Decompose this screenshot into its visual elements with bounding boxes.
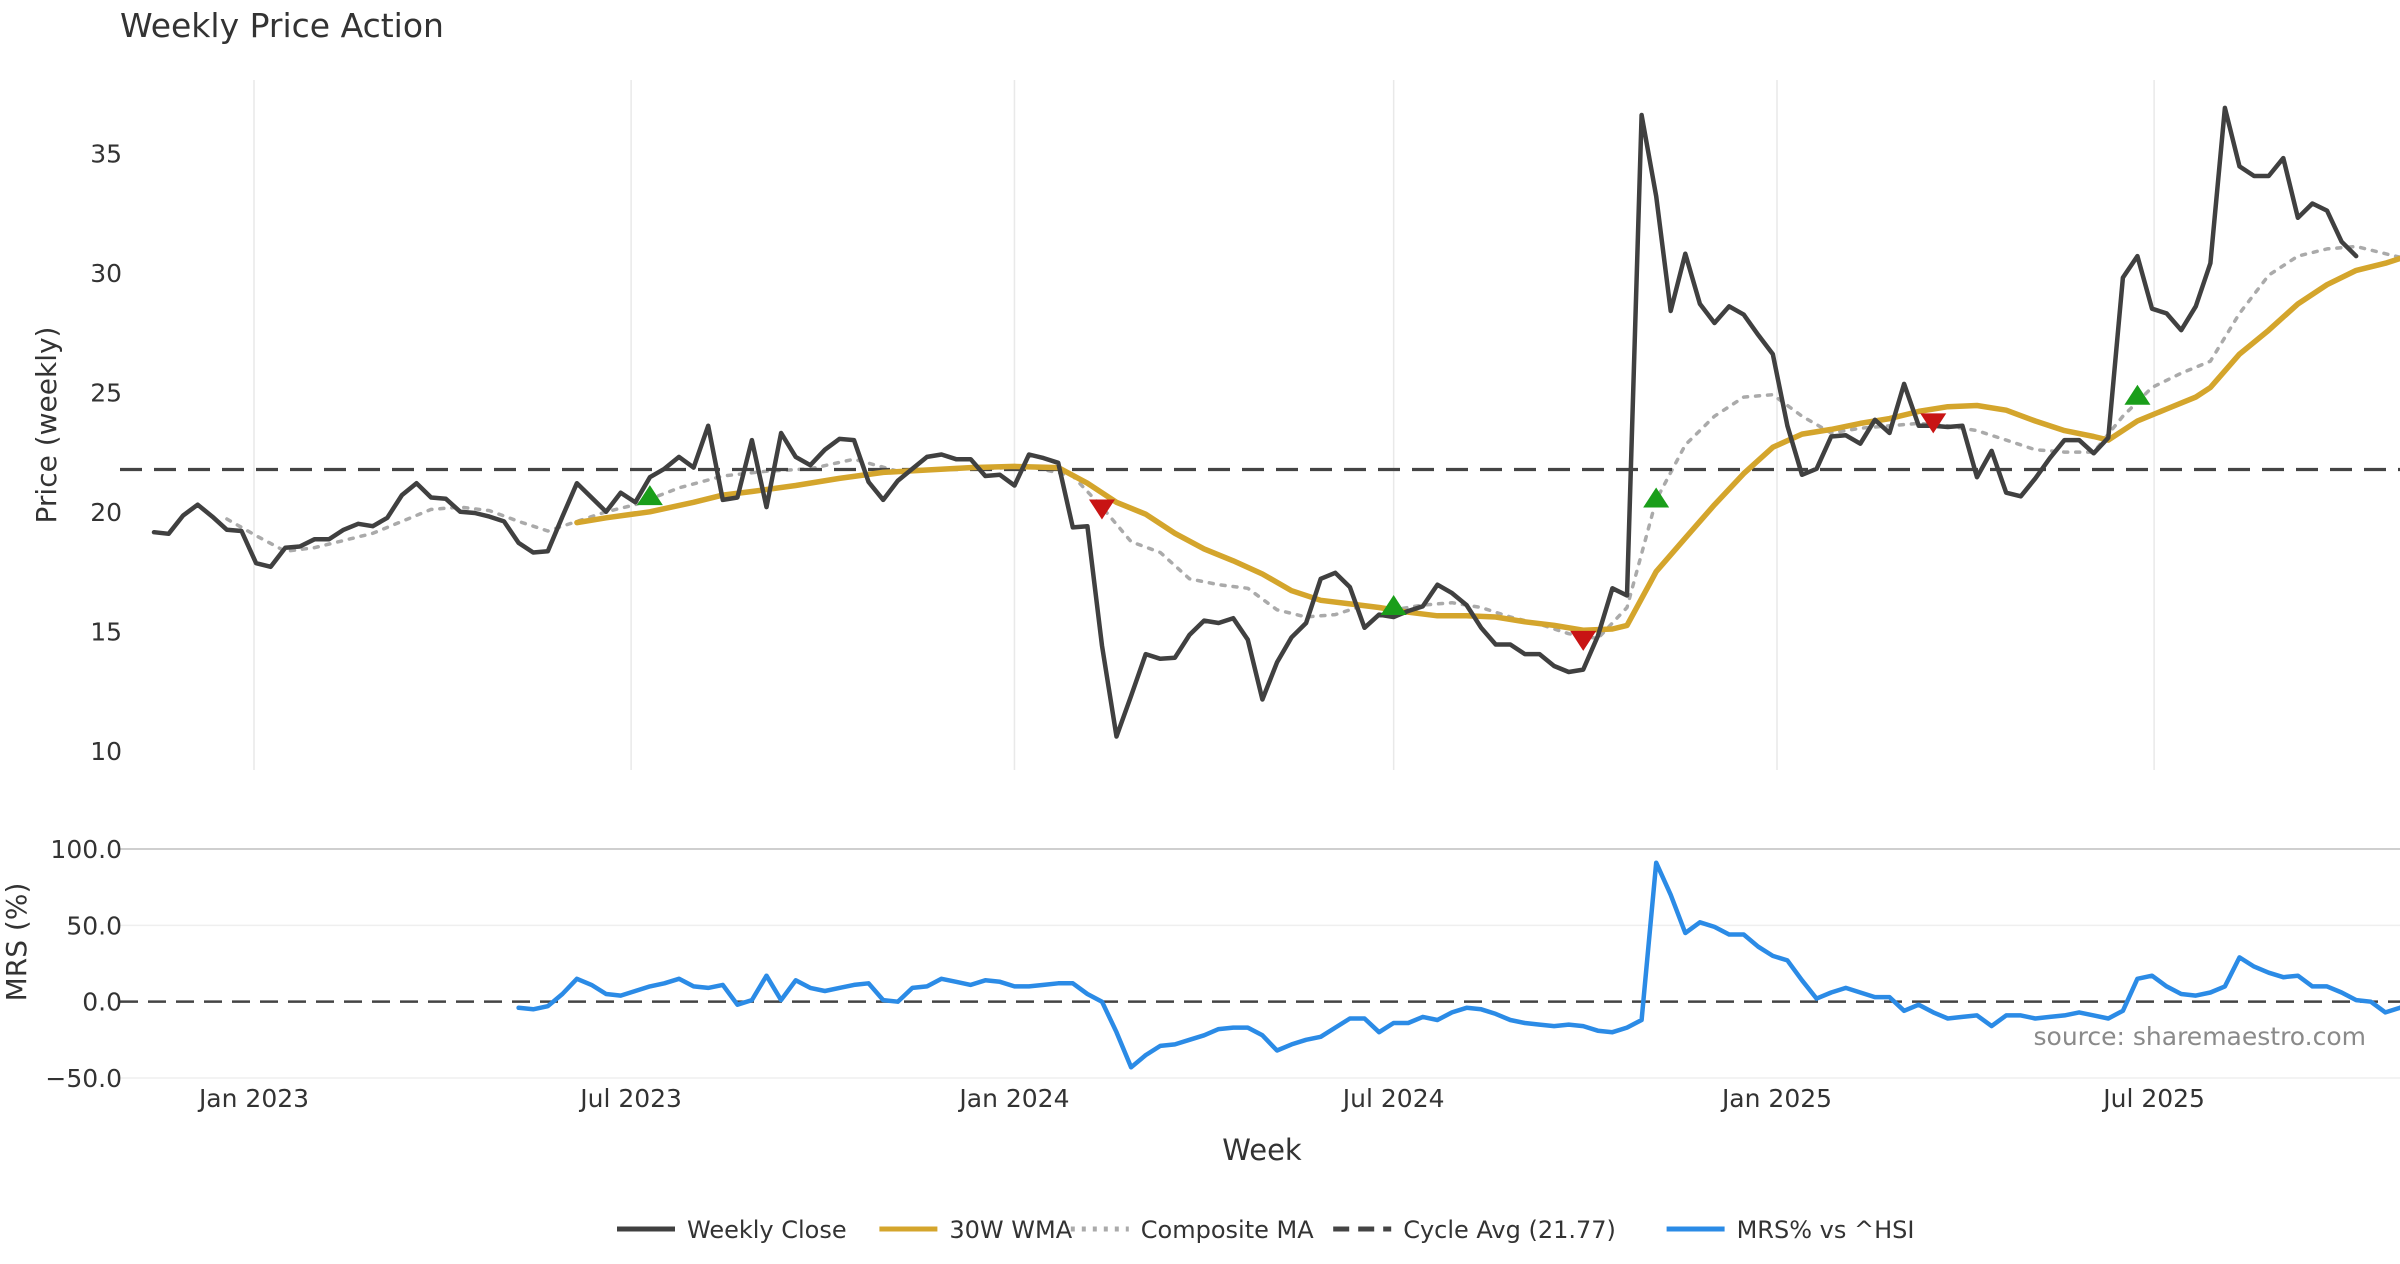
price-y-tick-label: 10	[90, 737, 122, 766]
legend-label: MRS% vs ^HSI	[1737, 1216, 1915, 1244]
price-panel-grid	[253, 80, 2155, 770]
mrs-y-tick-label: 50.0	[66, 911, 122, 940]
x-tick-label: Jan 2023	[197, 1084, 309, 1113]
sell-signal-marker	[1088, 499, 1115, 520]
x-tick-labels: Jan 2023 Jul 2023 Jan 2024 Jul 2024 Jan 2025…	[197, 1084, 2205, 1113]
series-mrs-vs-hsi	[516, 860, 2400, 1070]
legend-label: 30W WMA	[949, 1216, 1072, 1244]
legend-item-30w-wma: 30W WMA	[879, 1216, 1073, 1244]
series-weekly-close	[151, 105, 2359, 739]
mrs-y-axis-label: MRS (%)	[0, 883, 33, 1002]
mrs-y-tick-label: 0.0	[82, 988, 122, 1017]
mrs-y-tick-labels: 100.0 50.0 0.0 −50.0	[45, 835, 122, 1093]
price-y-tick-label: 15	[90, 617, 122, 646]
legend-item-cycle-avg-21-77: Cycle Avg (21.77)	[1333, 1216, 1616, 1244]
price-y-tick-label: 30	[90, 259, 122, 288]
x-tick-label: Jul 2025	[2101, 1084, 2205, 1113]
price-y-tick-labels: 10 15 20 25 30 35	[90, 139, 122, 766]
legend-item-composite-ma: Composite MA	[1070, 1216, 1314, 1244]
x-tick-label: Jan 2024	[957, 1084, 1069, 1113]
mrs-y-tick-label: 100.0	[50, 835, 122, 864]
price-y-tick-label: 35	[90, 139, 122, 168]
buy-signal-marker	[1380, 595, 1407, 616]
legend-item-mrs-vs-hsi: MRS% vs ^HSI	[1666, 1216, 1915, 1244]
sell-signal-marker	[1570, 630, 1597, 651]
mrs-series-group	[516, 860, 2400, 1070]
buy-signal-marker	[636, 485, 663, 506]
chart-title: Weekly Price Action	[120, 6, 444, 45]
legend-label: Composite MA	[1141, 1216, 1314, 1244]
price-y-axis-label: Price (weekly)	[30, 327, 63, 524]
source-note: source: sharemaestro.com	[2034, 1022, 2367, 1051]
legend: Weekly Close 30W WMA Composite MA Cycle Avg…	[617, 1216, 1914, 1244]
signal-markers	[636, 384, 2151, 651]
price-series-group	[120, 105, 2400, 739]
buy-signal-marker	[2124, 384, 2151, 405]
price-y-tick-label: 25	[90, 378, 122, 407]
x-tick-label: Jul 2023	[578, 1084, 682, 1113]
series-composite-ma	[225, 244, 2400, 641]
x-tick-label: Jan 2025	[1720, 1084, 1832, 1113]
legend-label: Weekly Close	[687, 1216, 847, 1244]
sell-signal-marker	[1920, 413, 1947, 434]
price-y-tick-label: 20	[90, 498, 122, 527]
mrs-panel-grid	[120, 848, 2400, 1079]
legend-item-weekly-close: Weekly Close	[617, 1216, 847, 1244]
x-axis-label: Week	[1222, 1133, 1302, 1167]
x-tick-label: Jul 2024	[1341, 1084, 1445, 1113]
buy-signal-marker	[1643, 487, 1670, 508]
mrs-y-tick-label: −50.0	[45, 1064, 122, 1093]
legend-label: Cycle Avg (21.77)	[1403, 1216, 1616, 1244]
